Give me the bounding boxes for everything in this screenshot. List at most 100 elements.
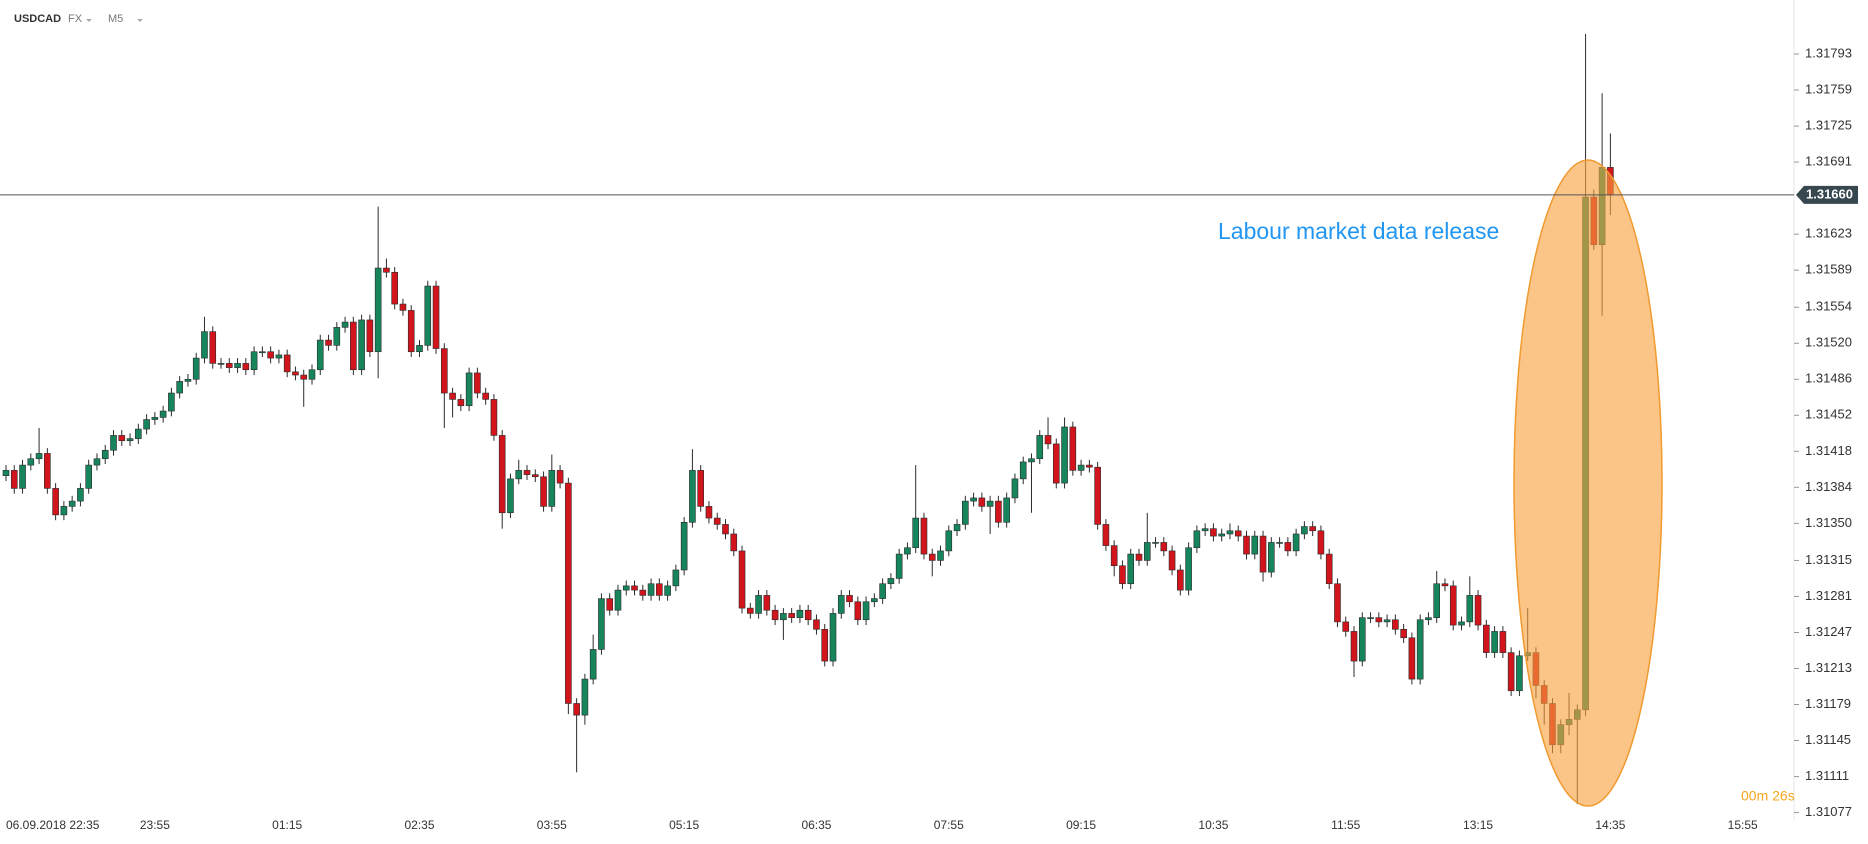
candle-body: [962, 500, 969, 525]
candle-body: [1210, 528, 1217, 537]
candle-body: [647, 583, 655, 596]
candle-body: [912, 517, 920, 549]
candle-body: [333, 327, 341, 346]
candle-body: [531, 474, 539, 478]
candle-body: [52, 488, 59, 516]
candle-body: [1177, 569, 1184, 591]
candle-body: [746, 607, 754, 614]
candle-body: [1491, 631, 1498, 653]
candle-body: [93, 458, 101, 466]
candle-body: [1251, 535, 1259, 555]
candle-body: [1474, 595, 1482, 626]
y-tick-label: 1.31145: [1805, 732, 1851, 747]
y-tick-label: 1.31418: [1805, 443, 1852, 458]
candle-body: [1234, 530, 1242, 537]
candle-body: [937, 550, 944, 561]
candle-body: [27, 458, 35, 466]
candle-body: [1168, 550, 1176, 571]
candle-body: [887, 578, 895, 585]
candle-body: [1317, 530, 1325, 555]
dropdown-icon[interactable]: [86, 19, 92, 22]
candle-body: [556, 470, 564, 484]
candle-body: [796, 609, 804, 618]
y-tick-label: 1.31793: [1805, 45, 1852, 60]
candle-body: [1367, 617, 1374, 619]
candle-body: [374, 267, 382, 353]
candle-body: [68, 500, 76, 507]
candle-body: [986, 500, 994, 507]
candle-body: [1102, 524, 1110, 546]
candle-body: [945, 530, 953, 552]
timeframe: M5: [108, 13, 123, 25]
candle-body: [1358, 617, 1366, 662]
candle-body: [1028, 458, 1035, 463]
annotation: Labour market data release: [1218, 218, 1499, 244]
x-tick-label: 07:55: [934, 818, 964, 832]
candle-body: [780, 613, 787, 621]
candle-body: [250, 351, 258, 371]
candle-body: [515, 470, 523, 480]
candle-body: [788, 613, 795, 618]
y-tick-label: 1.31520: [1805, 335, 1852, 350]
candle-body: [1069, 426, 1077, 471]
candle-body: [1466, 595, 1474, 623]
x-tick-label: 09:15: [1066, 818, 1096, 832]
x-tick-label: 06.09.2018 22:35: [6, 818, 100, 832]
y-tick-label: 1.31077: [1805, 804, 1852, 819]
candle-body: [1061, 426, 1068, 484]
y-tick-label: 1.31315: [1805, 552, 1852, 567]
candle-body: [1226, 530, 1234, 535]
candle-body: [1044, 435, 1052, 445]
candle-body: [639, 589, 647, 596]
dropdown-icon[interactable]: [137, 19, 143, 22]
current-price-label: 1.31660: [1806, 186, 1853, 201]
candle-body: [2, 470, 10, 476]
candle-body: [837, 595, 845, 614]
candle-body: [738, 550, 746, 609]
candle-body: [1011, 478, 1019, 499]
x-tick-label: 15:55: [1728, 818, 1758, 832]
candle-body: [1110, 545, 1118, 567]
candle-body: [1243, 535, 1250, 555]
candle-body: [1350, 631, 1358, 662]
candle-body: [44, 453, 51, 489]
candle-body: [1259, 535, 1267, 573]
candle-body: [821, 629, 829, 662]
candle-body: [995, 500, 1002, 523]
x-tick-label: 11:55: [1331, 818, 1360, 832]
current-price-box: [1796, 185, 1858, 204]
candle-body: [771, 609, 779, 621]
candle-body: [350, 321, 357, 371]
candle-body: [457, 399, 465, 407]
candle-body: [259, 351, 266, 354]
candle-body: [755, 595, 762, 614]
x-tick-label: 13:15: [1463, 818, 1493, 832]
candle-body: [316, 339, 324, 371]
x-tick-label: 23:55: [140, 818, 170, 832]
candle-body: [118, 435, 126, 442]
candle-body: [713, 517, 721, 525]
x-tick-label: 02:35: [404, 818, 434, 832]
candle-body: [1408, 637, 1416, 680]
candle-body: [192, 357, 200, 380]
y-tick-label: 1.31725: [1805, 118, 1852, 133]
candle-body: [763, 595, 771, 611]
candle-body: [978, 497, 986, 507]
candle-body: [60, 506, 68, 516]
y-tick-label: 1.31589: [1805, 262, 1852, 277]
candle-body: [854, 601, 862, 621]
candle-body: [1449, 585, 1457, 626]
candle-body: [1135, 553, 1143, 561]
candle-body: [1276, 542, 1283, 544]
candle-body: [441, 348, 448, 394]
candle-body: [573, 703, 580, 716]
highlight-ellipse: [1513, 159, 1663, 807]
countdown: 00m 26s: [1741, 788, 1795, 804]
candle-body: [1334, 583, 1341, 623]
candle-body: [565, 482, 572, 704]
candle-body: [1292, 533, 1300, 552]
candle-body: [970, 497, 977, 502]
candle-body: [1003, 497, 1010, 523]
candle-body: [383, 267, 390, 273]
